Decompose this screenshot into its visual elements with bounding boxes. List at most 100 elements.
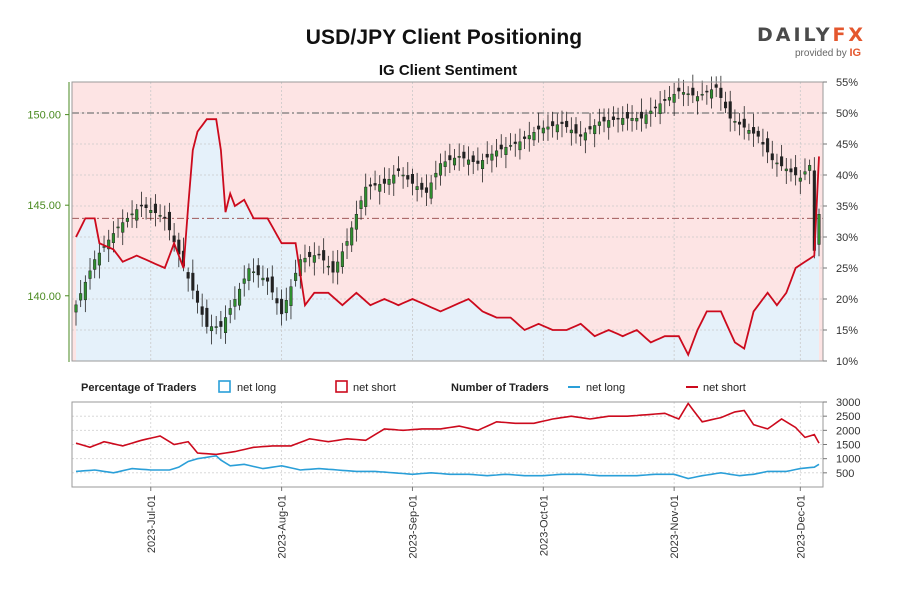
candle-body xyxy=(621,117,625,125)
candle-body xyxy=(364,186,368,207)
candle-body xyxy=(163,216,167,219)
candle-body xyxy=(808,165,812,171)
candle-body xyxy=(312,255,316,263)
candle-body xyxy=(490,153,494,161)
num-long-line xyxy=(75,454,820,480)
candle-body xyxy=(541,127,545,134)
candle-body xyxy=(359,200,363,209)
candle-body xyxy=(635,117,639,122)
date-tick-label: 2023-Dec-01 xyxy=(795,495,807,559)
candle-body xyxy=(340,251,344,267)
price-tick-label: 140.00 xyxy=(27,291,61,303)
traders-tick-label: 500 xyxy=(836,468,854,480)
candle-body xyxy=(205,307,209,327)
date-tick-label: 2023-Jul-01 xyxy=(146,495,158,553)
candle-body xyxy=(396,168,400,172)
candle-body xyxy=(574,124,578,134)
traders-axis: 500 1000 1500 2000 2500 3000 xyxy=(823,397,860,480)
candle-body xyxy=(663,99,667,101)
percent-tick-label: 25% xyxy=(836,263,858,275)
candle-body xyxy=(747,130,751,134)
candle-body xyxy=(88,270,92,279)
candle-body xyxy=(158,215,162,217)
candle-body xyxy=(537,125,541,130)
candle-body xyxy=(518,141,522,151)
traders-tick-label: 1000 xyxy=(836,454,860,466)
candle-body xyxy=(144,204,148,208)
legend-num-long-label: net long xyxy=(586,382,625,394)
date-tick-label: 2023-Nov-01 xyxy=(669,495,681,559)
candle-body xyxy=(200,306,204,315)
candle-body xyxy=(368,184,372,187)
candle-body xyxy=(410,173,414,184)
candlesticks xyxy=(74,74,821,345)
net-short-pct-line xyxy=(75,118,820,358)
price-axis: 140.00 145.00 150.00 xyxy=(27,110,69,303)
candle-body xyxy=(354,214,358,230)
candle-body xyxy=(705,90,709,93)
candle-body xyxy=(83,281,87,301)
candle-body xyxy=(719,87,723,98)
date-axis: 2023-Jul-01 2023-Aug-01 2023-Sep-01 2023-Oc… xyxy=(146,487,807,559)
price-tick-label: 150.00 xyxy=(27,110,61,122)
candle-body xyxy=(780,156,784,167)
candle-body xyxy=(742,118,746,128)
candle-body xyxy=(97,252,101,266)
candle-body xyxy=(639,111,643,119)
candle-body xyxy=(284,300,288,314)
candle-body xyxy=(387,178,391,185)
candle-body xyxy=(149,210,153,213)
candle-body xyxy=(102,246,106,248)
candle-body xyxy=(317,253,321,256)
candle-body xyxy=(653,106,657,109)
candle-body xyxy=(336,261,340,273)
candle-body xyxy=(406,175,410,180)
candle-body xyxy=(233,299,237,307)
candle-body xyxy=(565,120,569,128)
percent-tick-label: 10% xyxy=(836,356,858,368)
candle-body xyxy=(695,96,700,102)
candle-body xyxy=(261,277,265,281)
candle-body xyxy=(672,93,676,103)
candle-body xyxy=(625,112,629,119)
candle-body xyxy=(401,174,405,177)
candle-body xyxy=(593,125,597,135)
candle-body xyxy=(476,160,480,164)
candle-body xyxy=(775,162,779,165)
candle-body xyxy=(247,268,251,281)
candle-body xyxy=(167,211,171,231)
candle-body xyxy=(681,92,686,95)
candle-body xyxy=(794,167,798,176)
candle-body xyxy=(111,233,115,243)
candle-body xyxy=(228,308,232,315)
candle-body xyxy=(499,144,503,150)
candle-body xyxy=(424,187,429,193)
candle-body xyxy=(121,222,125,233)
candle-body xyxy=(280,298,284,315)
candle-body xyxy=(509,145,513,147)
candle-body xyxy=(331,261,335,273)
candle-body xyxy=(607,120,611,128)
candle-body xyxy=(322,250,326,261)
legend-pct-long-swatch xyxy=(218,380,231,393)
percent-axis: 10% 15% 20% 25% 30% 35% 40% 45% 50% 55% xyxy=(823,77,858,368)
candle-body xyxy=(125,217,129,222)
candle-body xyxy=(630,117,634,121)
legend-pct-title: Percentage of Traders xyxy=(81,382,197,394)
candle-body xyxy=(523,136,527,139)
candle-body xyxy=(308,251,312,258)
candle-body xyxy=(252,271,256,274)
candle-body xyxy=(326,265,330,268)
percent-tick-label: 50% xyxy=(836,108,858,120)
percent-tick-label: 30% xyxy=(836,232,858,244)
candle-body xyxy=(438,163,443,176)
candle-body xyxy=(462,151,466,159)
percent-tick-label: 55% xyxy=(836,77,858,89)
traders-tick-label: 3000 xyxy=(836,397,860,409)
dailyfx-logo: DAILYFX provided by IG xyxy=(757,24,869,64)
candle-body xyxy=(495,150,499,157)
candle-body xyxy=(448,155,452,161)
candle-body xyxy=(443,161,447,167)
